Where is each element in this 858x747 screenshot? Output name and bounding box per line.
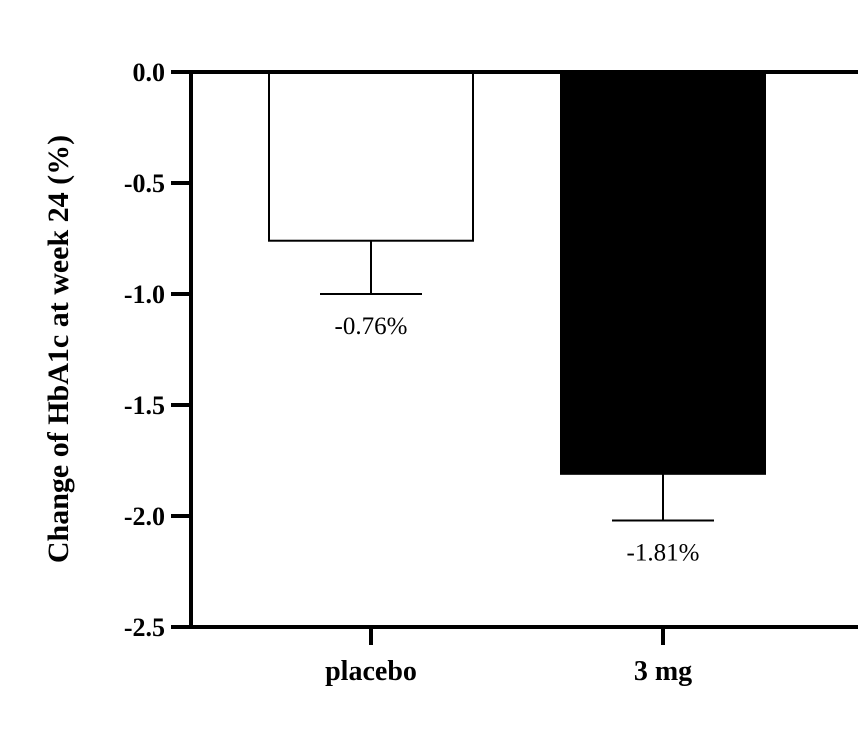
y-tick-label-1: -0.5 bbox=[124, 169, 165, 198]
x-tick-label-0: placebo bbox=[325, 656, 417, 687]
data-label-0: -0.76% bbox=[335, 313, 408, 340]
y-axis-label: Change of HbA1c at week 24 (%) bbox=[42, 135, 75, 563]
labels-group: -0.76% placebo -1.81% 3 mg 0.0 -0.5 -1.0 -1.5 -2… bbox=[124, 58, 700, 687]
axes-group bbox=[171, 70, 858, 645]
y-tick-label-2: -1.0 bbox=[124, 280, 165, 309]
y-tick-label-4: -2.0 bbox=[124, 502, 165, 531]
bar-1 bbox=[560, 71, 766, 475]
bars-group bbox=[268, 71, 766, 475]
bar-0 bbox=[268, 71, 474, 242]
x-tick-label-1: 3 mg bbox=[634, 656, 692, 687]
y-tick-label-5: -2.5 bbox=[124, 613, 165, 642]
error-bars-group bbox=[320, 240, 714, 522]
y-tick-label-0: 0.0 bbox=[133, 58, 166, 87]
y-tick-label-3: -1.5 bbox=[124, 391, 165, 420]
data-label-1: -1.81% bbox=[627, 539, 700, 566]
